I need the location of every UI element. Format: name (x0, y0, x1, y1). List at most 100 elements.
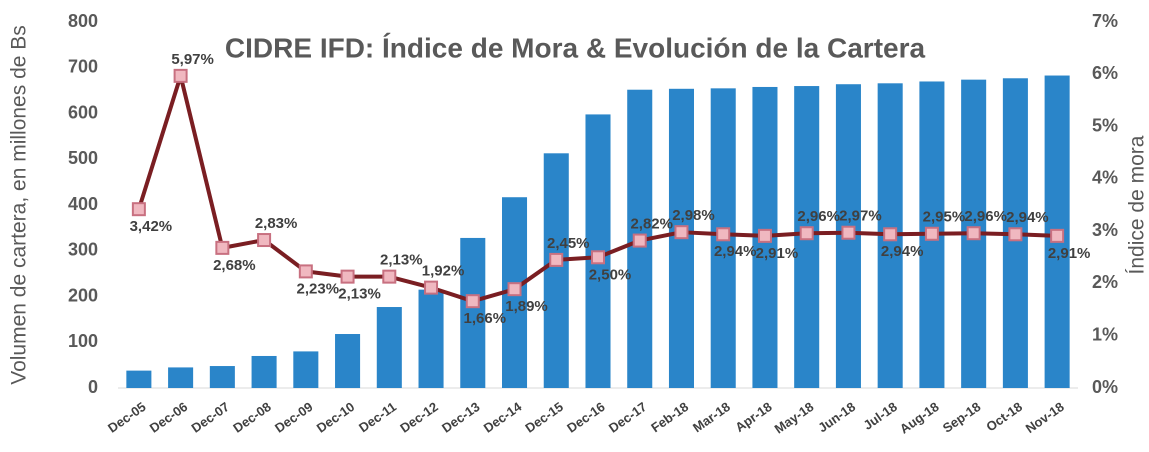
data-label: 2,83% (255, 215, 298, 232)
x-tick-label: Jun-18 (815, 399, 858, 435)
bar (293, 351, 319, 388)
y2-axis-label: Índice de mora (1126, 135, 1149, 274)
x-tick-label: Mar-18 (690, 399, 733, 435)
marker (131, 202, 146, 217)
bar (418, 289, 444, 388)
data-label: 2,98% (672, 207, 715, 224)
x-tick-label: Jul-18 (860, 399, 899, 433)
marker (1050, 228, 1065, 243)
bar (376, 307, 402, 388)
x-tick-label: Apr-18 (732, 399, 774, 435)
data-label: 2,97% (839, 208, 882, 225)
y-tick-label: 400 (68, 194, 98, 214)
chart-title: CIDRE IFD: Índice de Mora & Evolución de… (225, 32, 926, 63)
data-label: 2,96% (964, 208, 1007, 225)
x-tick-label: Aug-18 (897, 399, 942, 437)
x-tick-label: Dec-16 (564, 399, 608, 436)
marker (382, 269, 397, 284)
marker (883, 227, 898, 242)
y2-tick-label: 4% (1092, 168, 1118, 188)
marker (507, 282, 522, 297)
data-label: 2,68% (213, 257, 256, 274)
data-label: 2,96% (797, 208, 840, 225)
data-label: 2,94% (714, 243, 757, 260)
data-label: 2,45% (547, 235, 590, 252)
y-tick-label: 200 (68, 285, 98, 305)
marker (841, 225, 856, 240)
x-tick-label: Dec-13 (439, 399, 483, 436)
x-tick-label: Dec-12 (397, 399, 441, 436)
bar (168, 367, 194, 388)
y2-tick-label: 6% (1092, 63, 1118, 83)
x-tick-label: Feb-18 (648, 399, 691, 435)
y2-tick-label: 0% (1092, 377, 1118, 397)
data-label: 2,13% (380, 252, 423, 269)
bar (209, 366, 235, 388)
x-tick-label: Dec-06 (147, 399, 191, 436)
x-tick-label: Dec-05 (105, 399, 149, 436)
y2-tick-label: 3% (1092, 220, 1118, 240)
y2-tick-label: 7% (1092, 11, 1118, 31)
data-label: 2,91% (756, 245, 799, 262)
x-tick-label: Dec-17 (606, 399, 650, 436)
y-tick-label: 0 (88, 377, 98, 397)
y-tick-label: 300 (68, 240, 98, 260)
marker (716, 227, 731, 242)
marker (298, 264, 313, 279)
x-tick-label: Nov-18 (1023, 399, 1067, 436)
bar (335, 334, 361, 388)
data-label: 1,89% (505, 298, 548, 315)
marker (215, 240, 230, 255)
data-label: 3,42% (130, 218, 173, 235)
marker (340, 269, 355, 284)
marker (591, 250, 605, 265)
x-tick-label: Sep-18 (940, 399, 984, 436)
marker (674, 225, 689, 240)
x-tick-label: Dec-08 (230, 399, 274, 436)
marker (1008, 227, 1023, 242)
data-label: 2,23% (297, 280, 340, 297)
data-label: 1,92% (422, 263, 465, 280)
data-label: 2,50% (589, 266, 632, 283)
marker (799, 226, 814, 241)
bar (543, 153, 569, 388)
marker (757, 228, 772, 243)
x-tick-label: May-18 (772, 399, 817, 437)
y2-tick-label: 2% (1092, 272, 1118, 292)
marker (632, 233, 647, 248)
y2-tick-label: 5% (1092, 115, 1118, 135)
data-label: 2,82% (630, 216, 673, 233)
bar (460, 237, 486, 388)
marker (465, 294, 480, 309)
marker (424, 280, 439, 295)
data-label: 2,95% (923, 209, 966, 226)
marker (257, 233, 272, 248)
y-tick-label: 100 (68, 331, 98, 351)
x-tick-label: Dec-07 (189, 399, 233, 436)
marker (173, 68, 188, 83)
x-tick-label: Dec-11 (356, 399, 399, 435)
data-label: 2,94% (1006, 209, 1049, 226)
x-tick-label: Oct-18 (983, 399, 1025, 434)
data-label: 1,66% (464, 310, 507, 327)
y2-tick-label: 1% (1092, 324, 1118, 344)
x-tick-label: Dec-09 (272, 399, 316, 436)
bar (126, 370, 152, 388)
x-tick-label: Dec-14 (481, 399, 525, 436)
data-label: 2,94% (881, 243, 924, 260)
marker (924, 226, 939, 241)
data-label: 2,91% (1048, 245, 1091, 262)
data-label: 2,13% (338, 286, 381, 303)
y-axis-label: Volumen de cartera, en millones de Bs (8, 25, 31, 385)
bar (251, 355, 277, 388)
data-label: 5,97% (171, 51, 214, 68)
y-tick-label: 600 (68, 102, 98, 122)
y-tick-label: 800 (68, 11, 98, 31)
marker (966, 226, 981, 241)
x-tick-label: Dec-15 (522, 399, 566, 436)
x-tick-label: Dec-10 (314, 399, 358, 436)
y-tick-label: 500 (68, 148, 98, 168)
y-tick-label: 700 (68, 57, 98, 77)
marker (549, 252, 564, 267)
